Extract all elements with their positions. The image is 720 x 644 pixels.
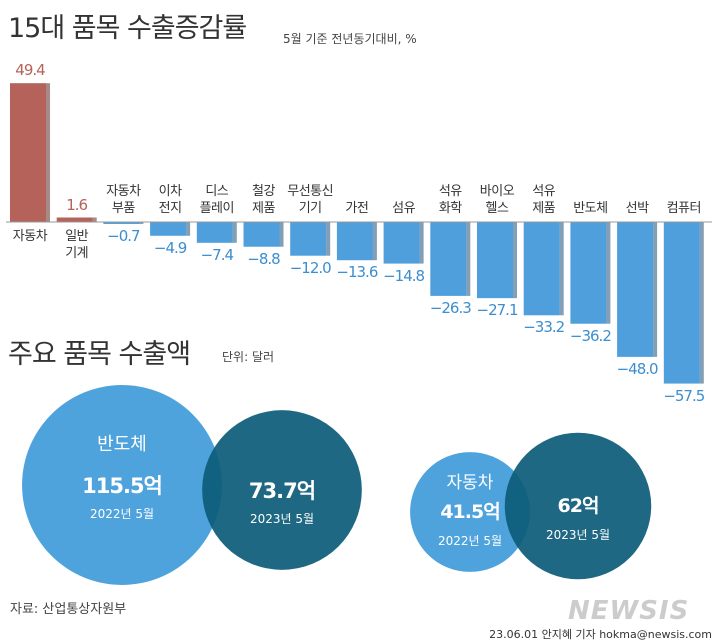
category-label: 디스 플레이 (199, 184, 235, 216)
group-name: 자동차 (446, 473, 494, 493)
bar (430, 222, 467, 296)
bubble (22, 385, 222, 585)
source: 자료: 산업통상자원부 (10, 602, 127, 617)
bar-side (372, 222, 377, 261)
value-label: −26.3 (429, 298, 472, 317)
value-label: −48.0 (616, 359, 659, 378)
category-label: 컴퓨터 (666, 201, 702, 216)
category-label: 석유 제품 (532, 184, 556, 216)
chart-subtitle: 5월 기준 전년동기대비, % (283, 32, 417, 46)
chart-title: 15대 품목 수출증감률 (8, 13, 247, 44)
value-label: −12.0 (289, 258, 332, 277)
category-label: 자동차 부품 (106, 184, 141, 216)
bubble (504, 432, 652, 580)
category-label: 가전 (345, 201, 369, 216)
value-label: −8.8 (247, 249, 280, 268)
category-label: 섬유 (392, 201, 416, 216)
bar-side (513, 222, 517, 299)
chart-subtitle: 단위: 달러 (222, 350, 275, 364)
bar-side (699, 222, 704, 384)
value-label: −7.4 (200, 245, 234, 264)
category-label: 선박 (625, 201, 649, 216)
bar (383, 222, 420, 264)
category-label: 석유 화학 (438, 184, 462, 216)
category-label: 자동차 (12, 229, 48, 244)
period-label: 2022년 5월 (437, 534, 503, 548)
value-label: −13.6 (336, 263, 378, 282)
category-label: 철강 제품 (252, 184, 275, 216)
bar (243, 222, 280, 247)
bar-side (46, 83, 50, 222)
category-label: 바이오 헬스 (479, 184, 515, 216)
value-label: −4.9 (153, 238, 187, 257)
value-label: −27.1 (476, 301, 519, 320)
bar (290, 222, 327, 256)
bubble (410, 452, 530, 572)
bar (523, 222, 560, 316)
period-label: 2022년 5월 (89, 507, 155, 521)
bar (617, 222, 654, 357)
value-label: 1.6 (66, 195, 88, 214)
bar-side (606, 222, 611, 324)
chart-title: 주요 품목 수출액 (8, 339, 191, 370)
bar (56, 217, 93, 222)
value-label: 73.7억 (248, 479, 316, 503)
value-label: 115.5억 (82, 474, 163, 498)
value-label: −0.7 (107, 226, 140, 245)
value-label: 62억 (557, 495, 600, 517)
bar-side (559, 222, 564, 316)
bar-side (92, 217, 97, 222)
bubble (202, 410, 362, 570)
bar (196, 222, 233, 243)
bar (10, 83, 46, 222)
category-label: 반도체 (573, 201, 608, 216)
bar-side (326, 222, 331, 256)
bar (150, 222, 187, 236)
logo: NEWSIS (568, 596, 690, 626)
bar-side (232, 222, 237, 243)
value-label: −14.8 (383, 266, 425, 285)
bar-side (419, 222, 424, 264)
category-label: 이차 전지 (158, 184, 182, 216)
credit: 23.06.01 안지혜 기자 hokma@newsis.com (489, 628, 712, 641)
period-label: 2023년 5월 (545, 528, 611, 542)
bar-side (279, 222, 284, 247)
value-label: 49.4 (15, 61, 45, 80)
bar (477, 222, 513, 299)
group-name: 반도체 (97, 434, 147, 455)
category-label: 무선통신 기기 (287, 184, 334, 216)
bar-side (186, 222, 191, 236)
value-label: −33.2 (523, 318, 565, 337)
bar (336, 222, 373, 261)
bar (663, 222, 700, 384)
bar-side (466, 222, 471, 296)
category-label: 일반 기계 (65, 229, 89, 261)
bar (103, 222, 140, 224)
value-label: 41.5억 (440, 501, 500, 523)
value-label: −57.5 (663, 386, 705, 405)
bar (570, 222, 607, 324)
bar-side (139, 222, 144, 224)
period-label: 2023년 5월 (249, 512, 315, 526)
value-label: −36.2 (569, 326, 612, 345)
bar-side (653, 222, 658, 357)
